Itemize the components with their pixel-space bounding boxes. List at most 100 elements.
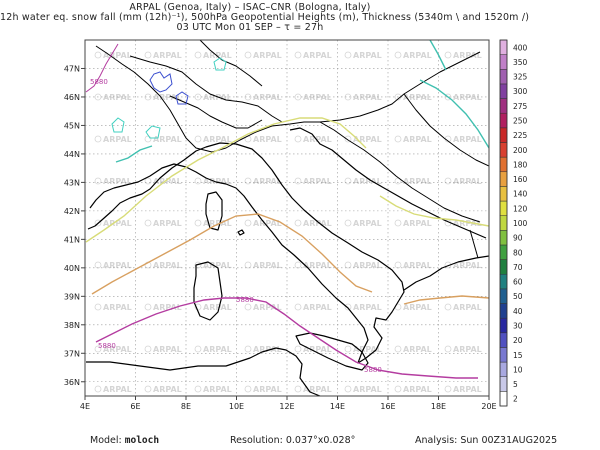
colorbar-label: 300 (513, 87, 528, 96)
arpal-watermark: ARPAL (244, 93, 282, 102)
arpal-watermark: ARPAL (144, 385, 182, 394)
colorbar-label: 225 (513, 131, 528, 140)
colorbar-label: 2 (513, 395, 518, 404)
colorbar-swatch (499, 215, 508, 231)
svg-text:ARPAL: ARPAL (453, 51, 482, 60)
colorbar-label: 50 (513, 292, 523, 301)
colorbar-swatch (499, 332, 508, 348)
colorbar-label: 140 (513, 190, 528, 199)
contour-label: 5880 (236, 296, 254, 304)
arpal-watermark: ARPAL (94, 51, 132, 60)
footer-model: Model: moloch (90, 435, 159, 446)
arpal-watermark: ARPAL (344, 93, 382, 102)
borders (95, 40, 489, 259)
arpal-watermark: ARPAL (94, 177, 132, 186)
svg-text:ARPAL: ARPAL (303, 219, 332, 228)
svg-text:ARPAL: ARPAL (253, 303, 282, 312)
arpal-watermark: ARPAL (144, 177, 182, 186)
arpal-watermark: ARPAL (194, 177, 232, 186)
sardinia (193, 261, 223, 321)
arpal-watermark: ARPAL (394, 51, 432, 60)
arpal-watermark: ARPAL (344, 345, 382, 354)
title-line-2: 12h water eq. snow fall (mm (12h)⁻¹), 50… (0, 12, 530, 23)
svg-text:ARPAL: ARPAL (353, 135, 382, 144)
svg-text:ARPAL: ARPAL (353, 51, 382, 60)
lat-tick-label: 40N (64, 264, 80, 273)
arpal-watermark: ARPAL (194, 345, 232, 354)
svg-text:ARPAL: ARPAL (253, 345, 282, 354)
arpal-watermark: ARPAL (394, 385, 432, 394)
colorbar-swatch (499, 303, 508, 319)
svg-text:ARPAL: ARPAL (103, 93, 132, 102)
colorbar-swatch (499, 39, 508, 55)
thickness-lines (85, 40, 489, 305)
colorbar-label: 180 (513, 160, 528, 169)
arpal-watermark: ARPAL (444, 177, 482, 186)
svg-text:ARPAL: ARPAL (253, 135, 282, 144)
colorbar-swatch (499, 200, 508, 216)
arpal-watermark: ARPAL (444, 93, 482, 102)
lon-tick-label: 10E (229, 402, 244, 411)
thickness-line-yellow (85, 117, 367, 243)
arpal-watermark: ARPAL (144, 51, 182, 60)
svg-text:ARPAL: ARPAL (203, 303, 232, 312)
arpal-watermark: ARPAL (294, 385, 332, 394)
title-line-1: ARPAL (Genoa, Italy) – ISAC–CNR (Bologna… (129, 2, 371, 13)
model-value: moloch (124, 435, 160, 446)
colorbar-swatch (499, 317, 508, 334)
model-label: Model: (90, 435, 122, 446)
svg-text:ARPAL: ARPAL (453, 219, 482, 228)
lon-tick-label: 16E (380, 402, 395, 411)
arpal-watermark: ARPAL (394, 219, 432, 228)
italy-coastline (87, 142, 405, 364)
svg-text:ARPAL: ARPAL (153, 177, 182, 186)
arpal-watermark: ARPAL (294, 93, 332, 102)
lat-tick-label: 39N (64, 292, 80, 301)
arpal-watermark: ARPAL (244, 345, 282, 354)
east-border (403, 93, 489, 167)
swiss-border (129, 55, 283, 123)
colorbar-swatch (499, 259, 508, 275)
thickness-line-yellow-2 (379, 195, 489, 227)
svg-text:ARPAL: ARPAL (303, 345, 332, 354)
alps-border (95, 45, 481, 153)
colorbar-label: 120 (513, 204, 528, 213)
arpal-watermark: ARPAL (244, 177, 282, 186)
adriatic-east-coast (289, 127, 487, 239)
alpine-snow-contours (85, 43, 227, 139)
svg-text:ARPAL: ARPAL (303, 385, 332, 394)
arpal-watermark: ARPAL (394, 345, 432, 354)
lon-tick-label: 8E (181, 402, 191, 411)
colorbar-swatch (499, 391, 508, 407)
footer-resolution: Resolution: 0.037°x0.028° (230, 435, 356, 446)
lon-tick-label: 14E (330, 402, 345, 411)
colorbar-label: 250 (513, 117, 528, 126)
svg-text:ARPAL: ARPAL (153, 385, 182, 394)
arpal-watermark: ARPAL (444, 51, 482, 60)
lat-tick-label: 41N (64, 235, 80, 244)
colorbar-label: 90 (513, 234, 523, 243)
svg-text:ARPAL: ARPAL (203, 385, 232, 394)
arpal-watermark: ARPAL (94, 135, 132, 144)
thickness-line-cyan-3 (115, 145, 153, 163)
colorbar-swatch (499, 230, 508, 246)
svg-text:ARPAL: ARPAL (103, 219, 132, 228)
colorbar-swatch (499, 361, 508, 377)
arpal-watermark: ARPAL (294, 177, 332, 186)
svg-text:ARPAL: ARPAL (253, 261, 282, 270)
svg-text:ARPAL: ARPAL (353, 345, 382, 354)
svg-text:ARPAL: ARPAL (303, 93, 332, 102)
lon-tick-label: 4E (80, 402, 90, 411)
arpal-watermark: ARPAL (94, 345, 132, 354)
svg-text:ARPAL: ARPAL (453, 177, 482, 186)
arpal-watermark: ARPAL (344, 51, 382, 60)
arpal-watermark: ARPAL (144, 345, 182, 354)
thickness-line-orange-2 (403, 295, 489, 305)
svg-text:ARPAL: ARPAL (353, 303, 382, 312)
snow-contour-cyan-3 (213, 57, 227, 71)
arpal-watermark: ARPAL (144, 93, 182, 102)
snow-contour-cyan (111, 117, 125, 133)
contour-label: 5880 (364, 366, 382, 374)
svg-text:ARPAL: ARPAL (153, 51, 182, 60)
